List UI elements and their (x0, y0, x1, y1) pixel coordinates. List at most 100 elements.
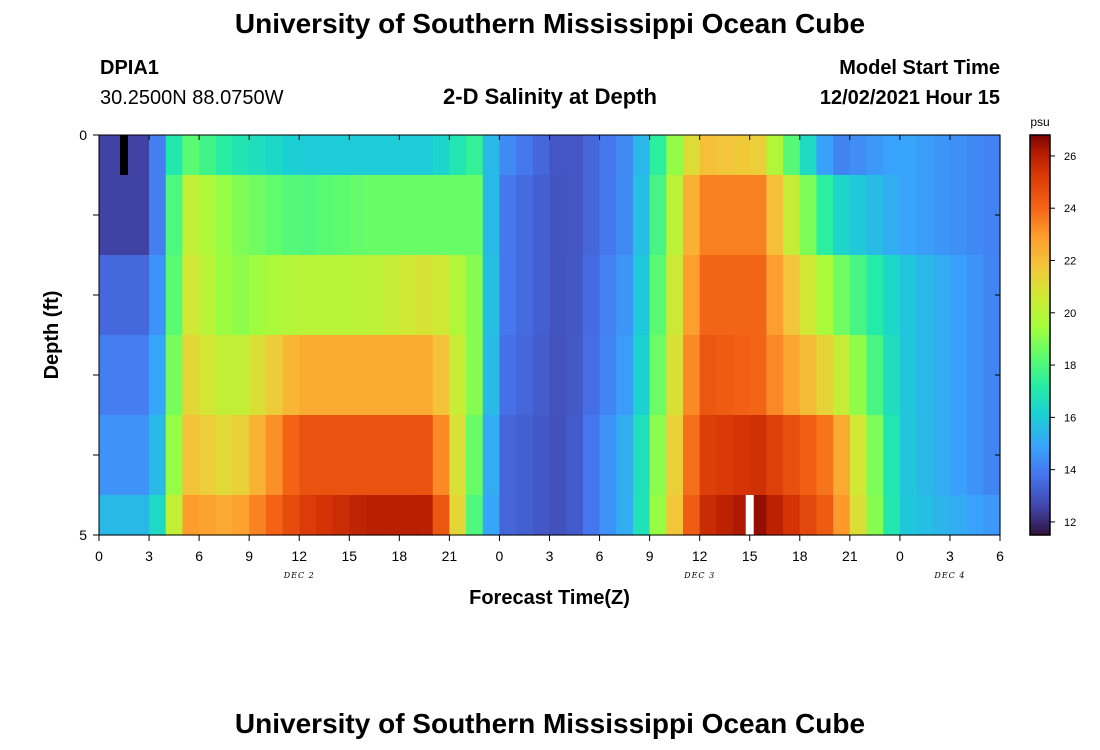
heatmap-cell (749, 495, 768, 536)
x-tick-label: 12 (291, 548, 307, 564)
heatmap-cell (265, 255, 284, 336)
heatmap-cell (516, 175, 534, 256)
heatmap-cell (165, 135, 184, 176)
heatmap-cell (115, 495, 133, 536)
heatmap-cell (199, 175, 217, 256)
heatmap-cell (165, 175, 184, 256)
heatmap-cell (215, 495, 234, 536)
heatmap-cell (282, 415, 300, 496)
heatmap-cell (349, 335, 367, 416)
heatmap-cell (399, 335, 417, 416)
heatmap-cell (816, 175, 834, 256)
heatmap-cell (983, 415, 1001, 496)
heatmap-cell (716, 135, 734, 176)
heatmap-cell (566, 415, 584, 496)
heatmap-cell (182, 175, 200, 256)
heatmap-cell (682, 255, 701, 336)
heatmap-cell (532, 135, 551, 176)
heatmap-cell (132, 335, 150, 416)
heatmap-cell (866, 495, 884, 536)
heatmap-cell (949, 495, 968, 536)
heatmap-cell (449, 255, 467, 336)
heatmap-cell (566, 495, 584, 536)
heatmap-cell (666, 415, 684, 496)
heatmap-cell (416, 415, 434, 496)
heatmap-cell (699, 415, 717, 496)
heatmap-cell (616, 175, 634, 256)
heatmap-cell (432, 255, 450, 336)
heatmap-cell (165, 415, 184, 496)
heatmap-cell (232, 495, 250, 536)
heatmap-cell (966, 335, 984, 416)
heatmap-cell (783, 175, 801, 256)
heatmap-cell (282, 175, 300, 256)
heatmap-cell (282, 255, 300, 336)
heatmap-cell (482, 255, 501, 336)
heatmap-cell (149, 415, 167, 496)
heatmap-cell (115, 415, 133, 496)
heatmap-cell (466, 335, 484, 416)
x-tick-label: 6 (596, 548, 604, 564)
colorbar-tick-label: 12 (1064, 517, 1076, 529)
heatmap-cell (616, 255, 634, 336)
now-marker (120, 135, 129, 175)
heatmap-cell (99, 175, 117, 256)
heatmap-cell (783, 255, 801, 336)
heatmap-cell (199, 335, 217, 416)
heatmap-cell (866, 415, 884, 496)
heatmap-cell (382, 135, 400, 176)
heatmap-cell (516, 335, 534, 416)
heatmap-cell (766, 495, 784, 536)
x-tick-label: 12 (692, 548, 708, 564)
heatmap-cell (365, 335, 384, 416)
heatmap-cell (132, 495, 150, 536)
page-title-repeat: University of Southern Mississippi Ocean… (234, 708, 866, 739)
heatmap-cell (916, 495, 934, 536)
heatmap-cell (132, 255, 150, 336)
heatmap-cell (733, 135, 751, 176)
model-start-value: 12/02/2021 Hour 15 (819, 87, 1000, 109)
heatmap-cell (382, 335, 400, 416)
colorbar (1029, 134, 1051, 536)
heatmap-cell (315, 255, 334, 336)
heatmap-cell (749, 335, 768, 416)
heatmap-cell (215, 415, 234, 496)
heatmap-cell (432, 135, 450, 176)
heatmap-cell (249, 335, 267, 416)
heatmap-cell (766, 415, 784, 496)
x-tick-label: 18 (392, 548, 408, 564)
heatmap-cell (115, 335, 133, 416)
heatmap-cell (716, 255, 734, 336)
heatmap-cell (883, 135, 901, 176)
heatmap-cell (733, 255, 751, 336)
heatmap-cell (849, 175, 868, 256)
colorbar-unit: psu (1030, 115, 1049, 129)
x-tick-label: 9 (245, 548, 253, 564)
heatmap-cell (315, 135, 334, 176)
heatmap-cell (132, 415, 150, 496)
heatmap-cell (182, 255, 200, 336)
heatmap-cell (482, 175, 501, 256)
heatmap-cell (99, 495, 117, 536)
heatmap-cell (432, 495, 450, 536)
heatmap-cell (265, 135, 284, 176)
heatmap-cell (349, 415, 367, 496)
heatmap-cell (332, 335, 350, 416)
heatmap-cell (365, 495, 384, 536)
heatmap-cell (783, 135, 801, 176)
heatmap-cell (182, 415, 200, 496)
heatmap-cell (716, 495, 734, 536)
station-id: DPIA1 (100, 57, 159, 79)
heatmap-cell (332, 495, 350, 536)
heatmap-cell (883, 495, 901, 536)
heatmap-cell (449, 175, 467, 256)
heatmap-cell (466, 415, 484, 496)
heatmap-cell (582, 175, 601, 256)
heatmap-cell (132, 175, 150, 256)
heatmap-cell (699, 495, 717, 536)
heatmap-cell (916, 135, 934, 176)
heatmap-cell (899, 335, 918, 416)
heatmap-cell (549, 335, 567, 416)
heatmap-cell (599, 175, 617, 256)
heatmap-cell (282, 495, 300, 536)
